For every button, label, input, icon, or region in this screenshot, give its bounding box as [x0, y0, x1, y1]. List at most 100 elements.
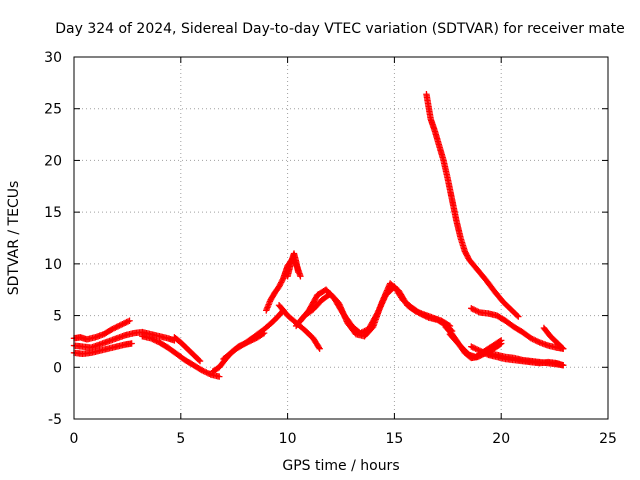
y-axis-ticks: -5 0 5 10 15 20 25 30 [44, 50, 608, 428]
data-point [469, 305, 476, 313]
x-tick-label: 25 [599, 431, 617, 447]
data-point [480, 349, 488, 357]
data-point [483, 350, 491, 358]
data-point [110, 325, 118, 332]
y-tick-label: 10 [44, 257, 62, 273]
gridlines [74, 57, 608, 419]
data-point [533, 337, 540, 345]
data-point [123, 318, 130, 326]
data-point [496, 338, 504, 345]
data-point [475, 308, 482, 315]
data-point [297, 273, 304, 280]
series-track-19 [540, 324, 567, 352]
data-point [514, 312, 521, 319]
data-point [153, 337, 160, 345]
x-tick-label: 0 [70, 431, 79, 447]
series-track-9 [284, 250, 302, 280]
data-point [151, 337, 159, 344]
chart-title: Day 324 of 2024, Sidereal Day-to-day VTE… [55, 21, 625, 37]
series-track-1 [70, 317, 133, 343]
data-point [112, 324, 119, 331]
data-point [200, 367, 207, 375]
data-point [147, 335, 155, 342]
data-point [114, 323, 122, 330]
x-axis-label: GPS time / hours [282, 458, 399, 474]
data-point [473, 346, 481, 353]
series-track-10 [275, 302, 323, 352]
series-track-16 [468, 343, 567, 369]
series-track-18 [468, 305, 567, 352]
data-point [198, 367, 206, 374]
series-track-5 [171, 334, 204, 365]
data-point [515, 313, 522, 320]
data-point [527, 335, 535, 342]
data-point [559, 362, 567, 369]
data-point [216, 373, 223, 380]
data-points [70, 91, 567, 380]
data-point [532, 337, 539, 344]
y-tick-label: 0 [53, 360, 62, 376]
data-point [204, 369, 212, 377]
data-point [498, 337, 505, 344]
data-point [468, 305, 475, 312]
data-point [475, 346, 482, 354]
data-point [149, 335, 156, 343]
data-point [150, 336, 157, 343]
data-point [316, 345, 323, 352]
data-point [196, 357, 204, 365]
data-point [479, 348, 486, 356]
data-point [468, 343, 475, 350]
data-point [195, 356, 203, 364]
data-point [126, 317, 133, 324]
data-point [315, 344, 323, 351]
x-tick-label: 10 [279, 431, 297, 447]
data-point [116, 322, 123, 329]
data-point [113, 323, 120, 331]
data-point [203, 369, 210, 376]
plot-frame [73, 56, 609, 420]
y-tick-label: 25 [44, 102, 62, 118]
data-point [117, 321, 125, 329]
data-point [478, 348, 485, 355]
x-tick-label: 5 [176, 431, 185, 447]
x-tick-label: 15 [385, 431, 403, 447]
data-point [470, 306, 478, 313]
y-axis-label: SDTVAR / TECUs [6, 181, 22, 296]
data-point [473, 307, 481, 315]
x-axis-ticks: 0 5 10 15 20 25 [70, 57, 617, 447]
data-point [206, 370, 213, 378]
y-tick-label: 5 [53, 309, 62, 325]
data-point [530, 336, 538, 343]
data-point [558, 344, 566, 351]
data-point [472, 307, 479, 314]
data-point [472, 345, 479, 352]
x-tick-label: 20 [492, 431, 510, 447]
y-tick-label: -5 [48, 412, 62, 428]
data-point [109, 325, 116, 333]
series-track-7 [220, 307, 287, 363]
data-point [122, 319, 129, 327]
data-point [120, 320, 128, 327]
data-point [469, 344, 476, 351]
data-point [482, 350, 489, 357]
y-tick-label: 20 [44, 153, 62, 169]
data-point [128, 340, 135, 347]
data-point [529, 335, 536, 343]
data-point [535, 338, 542, 345]
data-point [119, 320, 126, 328]
data-point [559, 345, 567, 352]
series-track-4 [139, 333, 223, 380]
data-point [295, 268, 302, 276]
series-track-2 [70, 328, 178, 351]
data-point [476, 347, 484, 354]
y-tick-label: 15 [44, 205, 62, 221]
series-track-17 [423, 91, 522, 320]
series-track-14 [446, 330, 505, 361]
data-point [124, 318, 132, 325]
data-point [201, 368, 209, 375]
y-tick-label: 30 [44, 50, 62, 66]
series-track-12 [292, 280, 454, 340]
series-track-3 [70, 340, 135, 358]
series-track-11 [297, 283, 456, 337]
